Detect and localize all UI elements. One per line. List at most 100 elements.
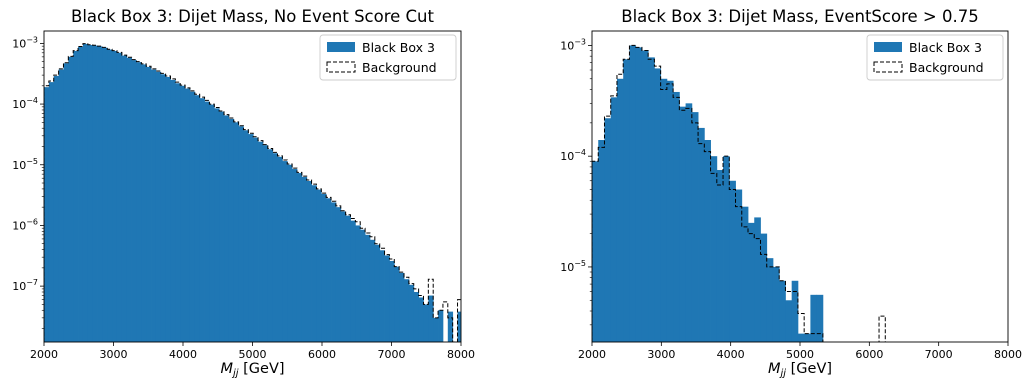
x-tick-label: 8000 [447, 348, 475, 361]
y-tick-exponent: −4 [574, 148, 586, 157]
series-black-box-3 [44, 43, 461, 342]
histogram-bar [214, 108, 220, 342]
histogram-bar [92, 45, 98, 342]
histogram-bar [735, 189, 743, 342]
histogram-bar [679, 106, 686, 342]
histogram-bar [170, 79, 176, 342]
histogram-bar [272, 153, 278, 342]
histogram-bar [185, 88, 191, 342]
chart-title: Black Box 3: Dijet Mass, No Event Score … [71, 7, 435, 26]
y-tick-base: 10 [560, 261, 574, 274]
histogram-bar [248, 134, 254, 342]
histogram-bar [316, 189, 322, 342]
histogram-bar [379, 250, 385, 342]
y-tick-exponent: −3 [574, 37, 586, 46]
histogram-bar [102, 47, 108, 342]
histogram-bar [282, 161, 288, 342]
histogram-bar [53, 76, 59, 342]
histogram-bar [296, 173, 303, 342]
histogram-bar [238, 126, 244, 342]
x-tick-label: 6000 [308, 348, 336, 361]
histogram-bar [306, 180, 312, 342]
x-tick-label: 5000 [786, 348, 814, 361]
histogram-bar [641, 50, 649, 342]
histogram-bar [428, 295, 434, 342]
x-axis-label-unit: [GeV] [786, 361, 832, 377]
histogram-bar [224, 115, 230, 342]
histogram-bar [785, 300, 793, 342]
legend-swatch-background [326, 61, 356, 73]
histogram-bar [44, 87, 50, 342]
histogram-bar [418, 297, 424, 342]
histogram-bar [116, 52, 123, 342]
legend: Black Box 3 Background [866, 34, 1004, 81]
legend-swatch-black-box-3 [874, 42, 902, 52]
histogram-bar [204, 101, 210, 342]
histogram-bar [654, 68, 662, 342]
legend-label-black-box-3: Black Box 3 [362, 40, 435, 55]
legend-swatch-black-box-3 [327, 42, 355, 52]
histogram-bar [365, 234, 371, 342]
x-tick-label: 7000 [378, 348, 406, 361]
histogram-bar [629, 45, 637, 342]
histogram-bar [616, 78, 624, 342]
histogram-bar [766, 258, 774, 342]
y-tick-exponent: −7 [26, 278, 38, 287]
histogram-bar [326, 198, 332, 342]
histogram-bar [68, 56, 74, 342]
histogram-bar [369, 239, 376, 342]
histogram-bar [816, 294, 824, 342]
legend-swatch-background [873, 61, 903, 73]
histogram-bar [772, 266, 780, 342]
histogram-bar [136, 62, 142, 342]
histogram-bar [262, 145, 269, 342]
x-tick-label: 4000 [717, 348, 745, 361]
histogram-bar [791, 280, 799, 342]
chart-panel-2: Black Box 3: Dijet Mass, EventScore > 0.… [560, 7, 1022, 378]
histogram-bar [716, 170, 724, 342]
y-tick-base: 10 [560, 150, 574, 163]
histogram-bar [685, 103, 693, 342]
y-tick-base: 10 [560, 39, 574, 52]
histogram-bar [710, 156, 718, 342]
histogram-bar [146, 66, 152, 342]
histogram-bar [413, 292, 420, 342]
histogram-bar [121, 55, 128, 342]
x-tick-label: 4000 [169, 348, 197, 361]
histogram-bar [433, 317, 439, 342]
histogram-bar [233, 122, 239, 342]
x-axis-label-subscript: jj [231, 368, 239, 378]
x-tick-label: 3000 [100, 348, 128, 361]
x-axis-label-subscript: jj [778, 368, 786, 378]
histogram-bar [698, 127, 705, 342]
chart-panel-1: Black Box 3: Dijet Mass, No Event Score … [12, 7, 475, 378]
histogram-bar [82, 43, 89, 342]
histogram-bar [384, 255, 390, 342]
y-tick-label: 10−7 [12, 278, 38, 293]
legend-label-background: Background [909, 60, 984, 75]
x-axis-label: Mjj [GeV] [220, 361, 284, 378]
histogram-bar [253, 137, 259, 342]
histogram-bar [729, 180, 736, 342]
histogram-bar [345, 215, 351, 342]
x-tick-label: 3000 [647, 348, 675, 361]
histogram-bar [404, 279, 410, 342]
histogram-bar [389, 260, 395, 342]
histogram-bar [592, 161, 599, 342]
histogram-bar [610, 97, 618, 342]
y-tick-exponent: −4 [26, 96, 38, 105]
histogram-bar [63, 63, 69, 342]
histogram-bar [447, 311, 454, 342]
histogram-bar [331, 202, 337, 342]
histogram-bar [267, 149, 274, 342]
histogram-bar [87, 45, 94, 342]
histogram-bar [797, 333, 805, 342]
histogram-bar [194, 95, 201, 342]
y-tick-base: 10 [12, 98, 26, 111]
x-axis-label-unit: [GeV] [239, 361, 285, 377]
histogram-bar [804, 333, 811, 342]
histogram-bar [112, 50, 118, 342]
histogram-bar [810, 294, 818, 342]
x-tick-label: 7000 [925, 348, 953, 361]
